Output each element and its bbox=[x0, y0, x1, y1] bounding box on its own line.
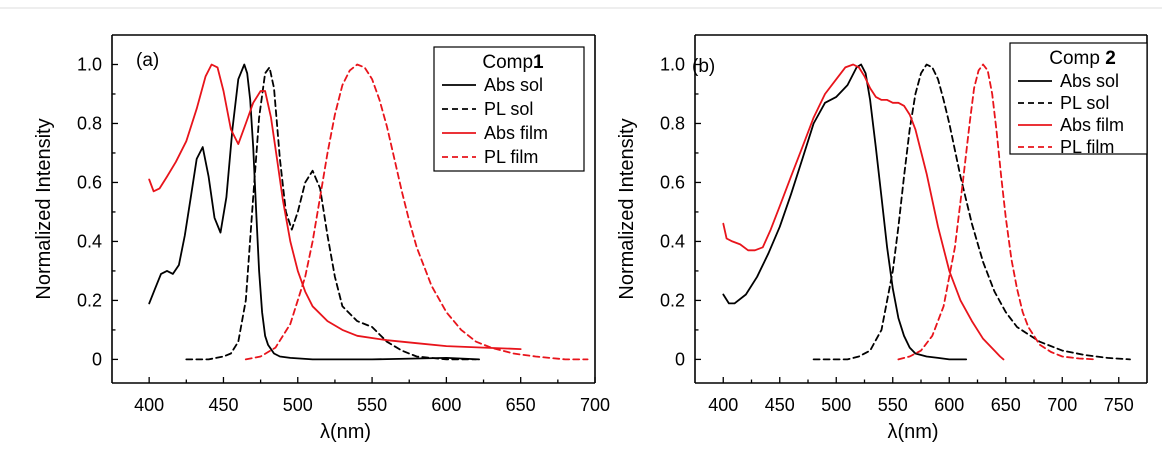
y-tick-label: 1.0 bbox=[77, 54, 102, 74]
x-axis-title: λ(nm) bbox=[887, 421, 938, 443]
x-tick-label: 650 bbox=[506, 395, 536, 415]
x-tick-label: 650 bbox=[991, 395, 1021, 415]
y-axis-title: Normalized Intensity bbox=[33, 118, 55, 299]
x-tick-label: 500 bbox=[283, 395, 313, 415]
legend-title-text: Comp bbox=[482, 52, 533, 73]
legend-label-abs-film: Abs film bbox=[1060, 115, 1124, 135]
series-line-pl-film bbox=[897, 63, 1098, 361]
y-tick-label: 0.8 bbox=[77, 113, 102, 133]
y-tick-label: 1.0 bbox=[660, 54, 685, 74]
legend-label-pl-sol: PL sol bbox=[1060, 93, 1109, 113]
x-tick-label: 550 bbox=[357, 395, 387, 415]
x-tick-label: 600 bbox=[934, 395, 964, 415]
legend-box bbox=[1009, 42, 1148, 155]
chart-panel-b: 400 450 500 550 600 650 700 750 0 0.2 0.4 0.6 0.8 1.0… bbox=[616, 34, 1148, 443]
series-line-abs-sol bbox=[148, 63, 480, 361]
legend-title-text: Comp bbox=[1049, 48, 1105, 69]
legend-label-pl-film: PL film bbox=[1060, 137, 1114, 157]
y-axis-title: Normalized Intensity bbox=[616, 118, 638, 299]
legend-title: Comp1 bbox=[482, 52, 544, 73]
y-tick-label: 0.6 bbox=[660, 172, 685, 192]
legend-label-pl-sol: PL sol bbox=[484, 99, 533, 119]
y-tick-label: 0.4 bbox=[660, 231, 685, 251]
x-tick-label: 600 bbox=[431, 395, 461, 415]
series-line-pl-sol bbox=[185, 66, 477, 361]
series-line-pl-film bbox=[244, 63, 589, 361]
y-tick-label: 0.4 bbox=[77, 231, 102, 251]
x-tick-label: 750 bbox=[1104, 395, 1134, 415]
legend-title-number: 1 bbox=[533, 52, 544, 73]
x-tick-label: 700 bbox=[1047, 395, 1077, 415]
series-line-abs-film bbox=[148, 63, 522, 350]
legend-label-pl-film: PL film bbox=[484, 147, 538, 167]
x-axis-title: λ(nm) bbox=[320, 421, 371, 443]
y-tick-label: 0.2 bbox=[77, 290, 102, 310]
y-tick-label: 0.2 bbox=[660, 290, 685, 310]
series-line-abs-film bbox=[722, 63, 1005, 361]
legend-title: Comp 2 bbox=[1049, 48, 1116, 69]
y-tick-label: 0 bbox=[675, 349, 685, 369]
x-tick-label: 400 bbox=[134, 395, 164, 415]
x-tick-label: 450 bbox=[765, 395, 795, 415]
series-line-pl-sol bbox=[812, 63, 1131, 361]
panel-label: (b) bbox=[692, 56, 715, 77]
x-tick-label: 700 bbox=[580, 395, 610, 415]
y-tick-label: 0.6 bbox=[77, 172, 102, 192]
x-tick-label: 450 bbox=[208, 395, 238, 415]
x-tick-label: 500 bbox=[821, 395, 851, 415]
chart-panel-a: 400 450 500 550 600 650 700 0 0.2 0.4 0.6 0.8 1.0 λ(n… bbox=[33, 34, 610, 443]
legend-title-number: 2 bbox=[1105, 48, 1116, 69]
series-line-abs-sol bbox=[722, 63, 968, 361]
panel-label: (a) bbox=[136, 50, 159, 71]
x-tick-label: 400 bbox=[708, 395, 738, 415]
legend-label-abs-sol: Abs sol bbox=[484, 75, 543, 95]
legend-label-abs-sol: Abs sol bbox=[1060, 71, 1119, 91]
legend-label-abs-film: Abs film bbox=[484, 123, 548, 143]
x-tick-label: 550 bbox=[878, 395, 908, 415]
y-tick-label: 0 bbox=[92, 349, 102, 369]
legend-box bbox=[433, 46, 585, 172]
y-tick-label: 0.8 bbox=[660, 113, 685, 133]
